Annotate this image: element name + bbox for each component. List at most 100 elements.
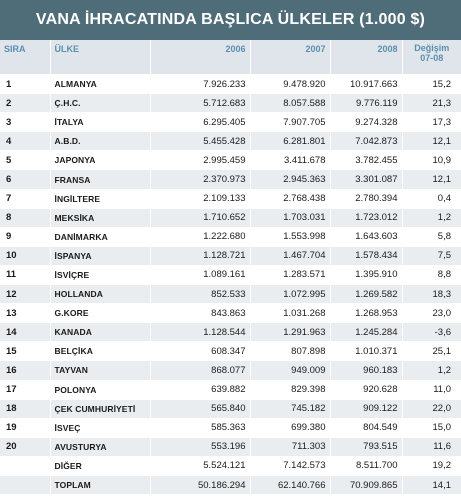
value-2007-cell: 7.142.573	[249, 456, 330, 476]
change-cell: -3,6	[401, 322, 461, 343]
value-2008-cell: 8.511.700	[329, 456, 402, 476]
value-2007-cell: 807.898	[249, 341, 330, 362]
value-2006-cell: 1.089.161	[149, 265, 250, 286]
rank-cell: 3	[0, 112, 50, 133]
country-cell: HOLLANDA	[49, 284, 150, 305]
change-cell: 23,0	[401, 303, 461, 324]
rank-cell: 6	[0, 169, 50, 190]
table-row: 4 A.B.D. 5.455.428 6.281.801 7.042.873 12,1	[0, 131, 461, 152]
change-cell: 5,8	[401, 227, 461, 247]
value-2007-cell: 711.303	[249, 437, 330, 457]
header-2007: 2007	[249, 40, 330, 75]
change-cell: 11,0	[401, 380, 461, 400]
value-2007-cell: 3.411.678	[249, 150, 330, 171]
value-2006-cell: 5.524.121	[149, 456, 250, 476]
rank-cell: 2	[0, 93, 50, 114]
country-cell: İSPANYA	[49, 246, 150, 266]
value-2008-cell: 804.549	[329, 418, 402, 438]
rank-cell: 14	[0, 322, 50, 343]
change-cell: 1,2	[401, 360, 461, 381]
value-2006-cell: 5.455.428	[149, 131, 250, 152]
rank-cell: 7	[0, 189, 50, 209]
value-2007-cell: 699.380	[249, 418, 330, 438]
value-2006-cell: 50.186.294	[149, 475, 250, 496]
table-row: 3 İTALYA 6.295.405 7.907.705 9.274.328 17,3	[0, 112, 461, 133]
table-row: 13 G.KORE 843.863 1.031.268 1.268.953 23,0	[0, 303, 461, 324]
rank-cell: 17	[0, 380, 50, 400]
country-cell: İSVEÇ	[49, 418, 150, 438]
change-cell: 8,8	[401, 265, 461, 286]
rank-cell: 15	[0, 341, 50, 362]
value-2007-cell: 7.907.705	[249, 112, 330, 133]
value-2007-cell: 9.478.920	[249, 74, 330, 95]
value-2007-cell: 1.291.963	[249, 322, 330, 343]
change-cell: 7,5	[401, 246, 461, 266]
country-cell: KANADA	[49, 322, 150, 343]
rank-cell: 13	[0, 303, 50, 324]
rank-cell: 5	[0, 150, 50, 171]
value-2006-cell: 1.128.544	[149, 322, 250, 343]
value-2007-cell: 1.467.704	[249, 246, 330, 266]
table-row: 11 İSVİÇRE 1.089.161 1.283.571 1.395.910 8,8	[0, 265, 461, 286]
value-2007-cell: 62.140.766	[249, 475, 330, 496]
rank-cell	[0, 456, 50, 476]
table-row: 16 TAYVAN 868.077 949.009 960.183 1,2	[0, 360, 461, 381]
value-2008-cell: 70.909.865	[329, 475, 402, 496]
rank-cell: 1	[0, 74, 50, 95]
value-2008-cell: 7.042.873	[329, 131, 402, 152]
value-2007-cell: 8.057.588	[249, 93, 330, 114]
rank-cell: 10	[0, 246, 50, 266]
country-cell: POLONYA	[49, 380, 150, 400]
country-cell: TOPLAM	[49, 475, 150, 496]
country-cell: DANİMARKA	[49, 227, 150, 247]
header-2006: 2006	[149, 40, 250, 75]
value-2007-cell: 1.283.571	[249, 265, 330, 286]
value-2008-cell: 920.628	[329, 380, 402, 400]
country-cell: ALMANYA	[49, 74, 150, 95]
value-2007-cell: 6.281.801	[249, 131, 330, 152]
value-2006-cell: 553.196	[149, 437, 250, 457]
value-2007-cell: 949.009	[249, 360, 330, 381]
table-row: 1 ALMANYA 7.926.233 9.478.920 10.917.663 15,2	[0, 74, 461, 95]
table-row: 17 POLONYA 639.882 829.398 920.628 11,0	[0, 380, 461, 400]
country-cell: ÇEK CUMHURİYETİ	[49, 399, 150, 419]
country-cell: A.B.D.	[49, 131, 150, 152]
rank-cell	[0, 475, 50, 496]
table-row: 19 İSVEÇ 585.363 699.380 804.549 15,0	[0, 418, 461, 438]
table-body: 1 ALMANYA 7.926.233 9.478.920 10.917.663 15,2…	[0, 74, 461, 496]
value-2007-cell: 1.553.998	[249, 227, 330, 247]
value-2006-cell: 565.840	[149, 399, 250, 419]
country-cell: BELÇİKA	[49, 341, 150, 362]
value-2006-cell: 2.370.973	[149, 169, 250, 190]
value-2006-cell: 5.712.683	[149, 93, 250, 114]
country-cell: MEKSİKA	[49, 208, 150, 228]
table-row: 2 Ç.H.C. 5.712.683 8.057.588 9.776.119 21,3	[0, 93, 461, 114]
value-2007-cell: 1.031.268	[249, 303, 330, 324]
change-cell: 17,3	[401, 112, 461, 133]
country-cell: G.KORE	[49, 303, 150, 324]
rank-cell: 4	[0, 131, 50, 152]
value-2006-cell: 1.710.652	[149, 208, 250, 228]
value-2006-cell: 1.128.721	[149, 246, 250, 266]
table-row: TOPLAM 50.186.294 62.140.766 70.909.865 14,1	[0, 475, 461, 496]
rank-cell: 8	[0, 208, 50, 228]
change-cell: 19,2	[401, 456, 461, 476]
value-2008-cell: 1.395.910	[329, 265, 402, 286]
rank-cell: 12	[0, 284, 50, 305]
change-cell: 1,2	[401, 208, 461, 228]
value-2007-cell: 829.398	[249, 380, 330, 400]
country-cell: AVUSTURYA	[49, 437, 150, 457]
export-data-table: SIRA ÜLKE 2006 2007 2008 Değişim 07-08 1…	[0, 40, 461, 496]
change-cell: 11,6	[401, 437, 461, 457]
table-row: 10 İSPANYA 1.128.721 1.467.704 1.578.434 7,5	[0, 246, 461, 266]
table-row: 8 MEKSİKA 1.710.652 1.703.031 1.723.012 1,2	[0, 208, 461, 228]
country-cell: İNGİLTERE	[49, 189, 150, 209]
country-cell: İTALYA	[49, 112, 150, 133]
header-change: Değişim 07-08	[401, 40, 461, 75]
rank-cell: 19	[0, 418, 50, 438]
change-cell: 12,1	[401, 169, 461, 190]
header-rank: SIRA	[0, 40, 50, 75]
value-2008-cell: 1.268.953	[329, 303, 402, 324]
country-cell: TAYVAN	[49, 360, 150, 381]
change-cell: 14,1	[401, 475, 461, 496]
